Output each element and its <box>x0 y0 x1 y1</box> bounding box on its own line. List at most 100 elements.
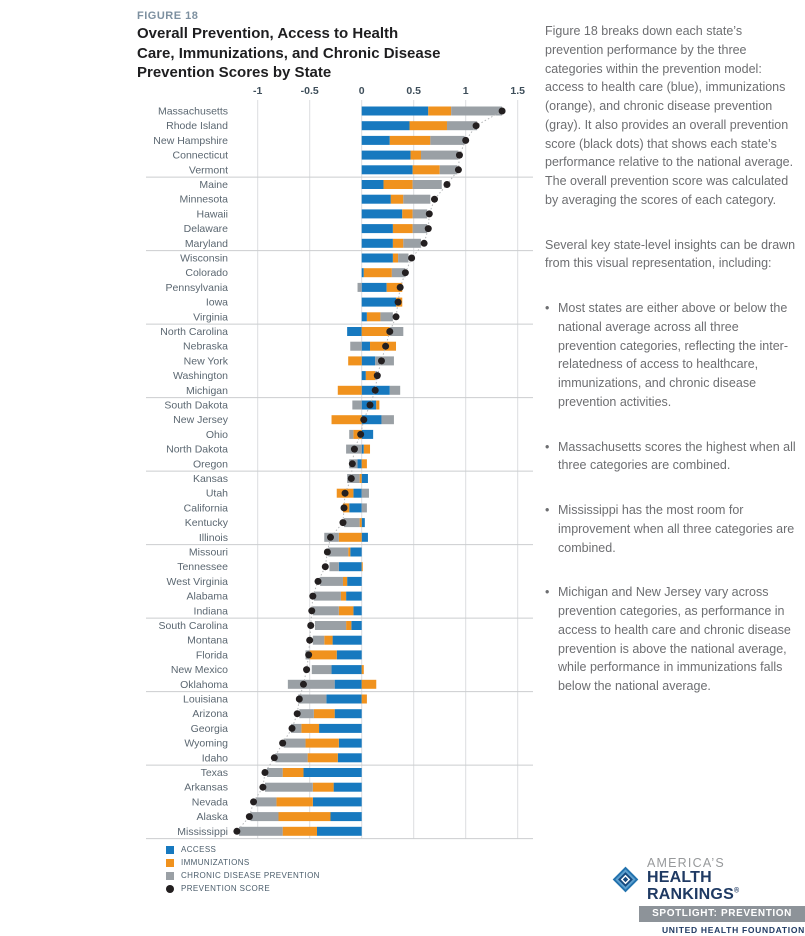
bar-immunizations <box>276 797 313 807</box>
bar-chronic-disease-prevention <box>313 591 341 601</box>
prevention-score-dot <box>288 724 296 732</box>
bar-immunizations <box>361 562 363 572</box>
bar-access <box>319 723 362 733</box>
bar-access <box>333 782 362 792</box>
bar-access <box>361 238 393 248</box>
bar-access <box>330 812 362 822</box>
figure-title-line-2: Care, Immunizations, and Chronic Disease <box>137 44 441 62</box>
state-label: South Dakota <box>164 400 228 412</box>
state-label: Illinois <box>199 532 228 544</box>
axis-tick-label: -0.5 <box>301 85 319 97</box>
state-label: Florida <box>196 649 228 661</box>
state-label: Maryland <box>185 238 228 250</box>
state-label: South Carolina <box>159 620 229 632</box>
bar-chronic-disease-prevention <box>283 738 306 748</box>
bar-chronic-disease-prevention <box>357 282 362 292</box>
state-label: Minnesota <box>180 194 229 206</box>
state-label: Wisconsin <box>180 253 228 265</box>
bar-chronic-disease-prevention <box>312 635 325 645</box>
prevention-score-dot <box>245 813 253 821</box>
prevention-score-dot <box>347 475 355 482</box>
immunizations-swatch-icon <box>166 858 174 867</box>
legend-item-access: ACCESS <box>166 843 320 856</box>
prevention-score-dot <box>340 504 348 512</box>
bar-chronic-disease-prevention <box>361 503 367 513</box>
bar-immunizations <box>389 135 431 145</box>
legend-label: CHRONIC DISEASE PREVENTION <box>181 871 320 880</box>
bar-chronic-disease-prevention <box>314 621 347 630</box>
state-label: Iowa <box>206 297 228 309</box>
bar-access <box>347 327 362 336</box>
state-label: New Hampshire <box>153 135 228 147</box>
bar-chronic-disease-prevention <box>350 341 362 351</box>
bar-access <box>361 224 393 234</box>
prevention-score-dot <box>425 210 433 218</box>
state-label: New York <box>184 355 229 367</box>
bar-immunizations <box>361 694 367 704</box>
bar-immunizations <box>409 121 447 131</box>
state-label: Texas <box>201 767 228 779</box>
state-label: Vermont <box>189 164 228 176</box>
bar-immunizations <box>342 576 348 586</box>
bar-chronic-disease-prevention <box>412 209 428 219</box>
health-rankings-hexagon-icon <box>612 866 639 893</box>
bar-immunizations <box>383 180 413 189</box>
bar-chronic-disease-prevention <box>320 576 343 586</box>
bar-chronic-disease-prevention <box>328 547 349 557</box>
bar-access <box>350 547 362 557</box>
prevention-score-dot <box>357 430 365 438</box>
legend-label: ACCESS <box>181 845 217 854</box>
bar-access <box>361 135 390 145</box>
bar-chronic-disease-prevention <box>329 562 339 572</box>
bar-chronic-disease-prevention <box>298 694 327 704</box>
state-label: Indiana <box>194 605 229 617</box>
bar-chronic-disease-prevention <box>446 121 478 131</box>
logo-americas-text: AMERICA’S <box>647 856 725 870</box>
bar-access <box>353 488 362 498</box>
bar-access <box>361 165 413 175</box>
prevention-score-dot <box>305 651 313 659</box>
bar-chronic-disease-prevention <box>412 180 442 189</box>
prevention-score-dot <box>360 416 368 424</box>
bar-access <box>361 341 371 351</box>
bar-access <box>361 209 403 219</box>
prevention-score-dot <box>341 489 349 497</box>
bar-access <box>338 562 362 572</box>
prevention-score-dot <box>299 680 307 688</box>
prevention-score-dot <box>377 357 385 365</box>
prevention-score-dot <box>424 225 432 233</box>
bar-access <box>353 606 362 616</box>
state-label: Alabama <box>187 591 229 603</box>
bar-chronic-disease-prevention <box>255 797 277 807</box>
bar-access <box>361 106 429 116</box>
bar-immunizations <box>331 415 362 425</box>
bar-chronic-disease-prevention <box>389 327 404 336</box>
prevention-score-dot <box>350 445 358 453</box>
prevention-score-dot <box>396 283 404 291</box>
bar-access <box>331 665 362 675</box>
bar-access <box>361 474 368 483</box>
prevention-score-dot <box>295 695 303 703</box>
prevention-score-dot <box>443 181 451 188</box>
prevention-score-dot <box>314 577 322 585</box>
access-swatch-icon <box>166 845 174 854</box>
prevention-score-dot <box>339 519 347 527</box>
bar-chronic-disease-prevention <box>361 488 369 498</box>
chart-legend: ACCESS IMMUNIZATIONS CHRONIC DISEASE PRE… <box>166 843 320 895</box>
state-label: Oklahoma <box>180 679 228 691</box>
bar-immunizations <box>410 150 421 160</box>
state-label: Mississippi <box>177 826 228 838</box>
bar-chronic-disease-prevention <box>420 150 459 160</box>
bar-chronic-disease-prevention <box>349 429 354 439</box>
bar-immunizations <box>301 723 320 733</box>
bar-chronic-disease-prevention <box>389 385 401 395</box>
legend-item-immunizations: IMMUNIZATIONS <box>166 856 320 869</box>
bar-immunizations <box>307 753 338 763</box>
prevention-score-dot <box>382 342 390 350</box>
bar-access <box>361 194 391 204</box>
logo-health-rankings-label: HEALTH RANKINGS <box>647 869 734 903</box>
prevention-chart: -1 -0.5 0 0.5 1 1.5 Massachusetts Rhode Island N… <box>146 85 533 840</box>
bar-access <box>361 297 397 307</box>
prevention-score-dot-icon <box>166 884 174 893</box>
state-label: Hawaii <box>196 208 228 220</box>
